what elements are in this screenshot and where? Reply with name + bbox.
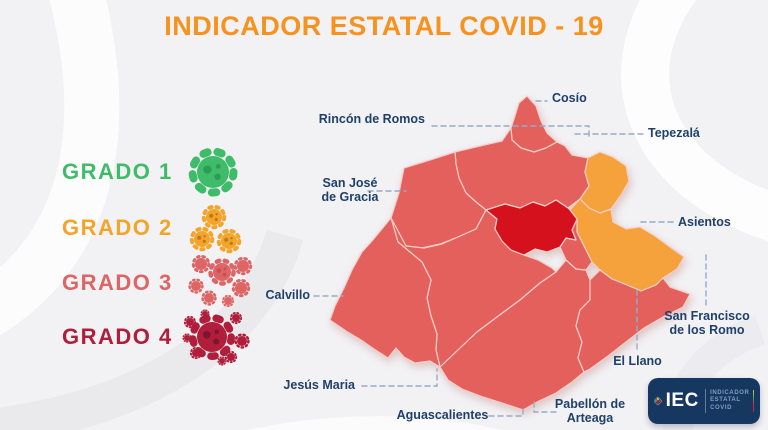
map-label-san-francisco-de-los-romo: San Francisco de los Romo: [664, 309, 750, 337]
map-label-san-jose-de-gracia: San José de Gracia: [321, 176, 379, 204]
map-label-calvillo: Calvillo: [265, 288, 310, 302]
logo-tagline-line-1: INDICADOR: [710, 389, 750, 396]
legend-virus-icons: [182, 147, 253, 366]
connector-rincon: [431, 125, 590, 141]
legend-label-grado-3: GRADO 3: [62, 270, 173, 295]
legend-label-grado-2: GRADO 2: [62, 215, 173, 240]
iec-logo-text: IEC: [665, 390, 699, 411]
legend-label-grado-4: GRADO 4: [62, 324, 173, 349]
legend-row-grado-1: GRADO 1: [62, 159, 173, 185]
state-map: [329, 95, 691, 411]
map-label-rincon-de-romos: Rincón de Romos: [318, 112, 425, 126]
legend-row-grado-4: GRADO 4: [62, 324, 173, 350]
iec-logo: IEC INDICADOR ESTATAL COVID: [648, 378, 760, 424]
municipality-cosio: [510, 95, 558, 153]
map-label-pabellon-de-arteaga: Pabellón de Arteaga: [554, 397, 626, 425]
map-label-asientos: Asientos: [678, 215, 731, 229]
page-title: INDICADOR ESTATAL COVID - 19: [164, 11, 604, 41]
iec-diamond-icon: [654, 396, 662, 406]
municipality-el-llano: [575, 269, 691, 373]
municipality-calvillo: [329, 217, 441, 368]
map-label-el-llano: El Llano: [613, 354, 662, 368]
map-label-aguascalientes: Aguascalientes: [396, 408, 489, 422]
municipality-san-francisco-de-los-romo: [485, 199, 578, 256]
legend-label-grado-1: GRADO 1: [62, 159, 173, 184]
connector-pabellon: [533, 398, 557, 413]
legend-row-grado-2: GRADO 2: [62, 215, 173, 241]
legend-row-grado-3: GRADO 3: [62, 270, 173, 296]
map-label-tepezala: Tepezalá: [648, 126, 700, 140]
logo-tagline-line-2: ESTATAL: [710, 397, 741, 404]
map-label-cosio: Cosío: [552, 91, 587, 105]
map-label-jesus-maria: Jesús Maria: [283, 378, 355, 392]
connector-jesus-maria: [361, 368, 438, 387]
logo-color-stripe: [753, 390, 754, 412]
connector-aguascalientes: [488, 406, 524, 417]
logo-tagline-line-3: COVID: [710, 404, 733, 411]
logo-tagline: INDICADOR ESTATAL COVID: [710, 390, 749, 413]
label-connectors: [313, 100, 707, 417]
